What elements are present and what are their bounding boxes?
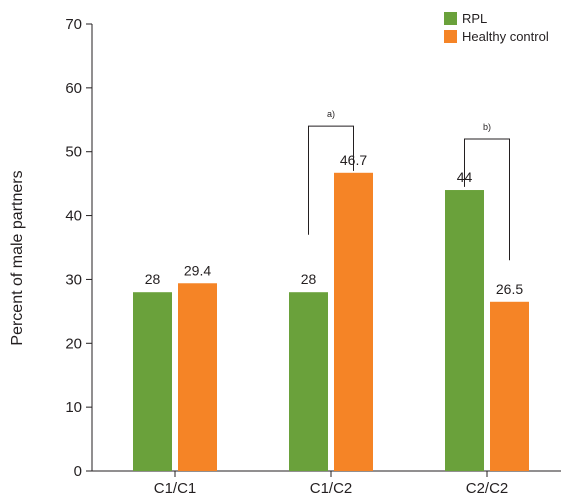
y-tick-label: 40	[65, 208, 82, 225]
y-tick-label: 30	[65, 271, 82, 288]
legend-label: RPL	[462, 11, 487, 26]
y-tick-label: 60	[65, 80, 82, 97]
bar-rpl-c2-c2	[445, 190, 484, 471]
significance-bracket	[464, 138, 510, 261]
bar-rpl-c1-c2	[289, 292, 328, 471]
y-tick-label: 0	[74, 463, 82, 480]
data-label: 29.4	[184, 262, 211, 278]
significance-brackets: a) b)	[308, 109, 510, 261]
bar-healthy-control-c1-c1	[178, 283, 217, 471]
legend-label: Healthy control	[462, 29, 549, 44]
bar-rpl-c1-c1	[133, 292, 172, 471]
y-tick-label: 10	[65, 399, 82, 416]
y-tick-label: 20	[65, 335, 82, 352]
data-label: 28	[301, 271, 317, 287]
bar-healthy-control-c2-c2	[490, 301, 529, 471]
significance-label: a)	[327, 109, 335, 119]
legend-swatch	[444, 12, 457, 25]
significance-label: b)	[483, 122, 491, 132]
bar-healthy-control-c1-c2	[334, 172, 373, 471]
y-axis-label: Percent of male partners	[9, 170, 26, 345]
data-label: 26.5	[496, 281, 523, 297]
data-label: 28	[145, 271, 161, 287]
significance-bracket	[308, 125, 354, 235]
x-tick-label: C1/C2	[310, 480, 353, 497]
legend: RPL Healthy control	[444, 11, 549, 44]
legend-swatch	[444, 30, 457, 43]
x-tick-label: C1/C1	[154, 480, 197, 497]
x-tick-label: C2/C2	[466, 480, 509, 497]
y-tick-label: 70	[65, 16, 82, 33]
y-tick-label: 50	[65, 144, 82, 161]
